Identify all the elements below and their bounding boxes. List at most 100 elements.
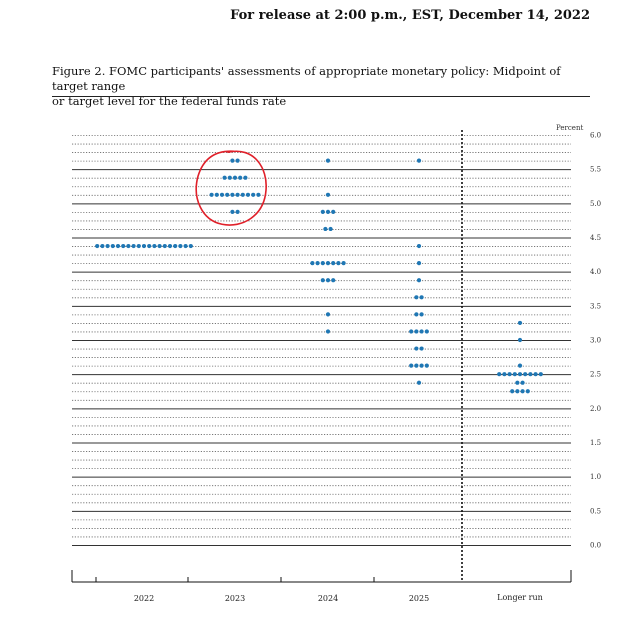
data-point	[520, 389, 525, 394]
data-point	[515, 389, 520, 394]
data-point	[95, 243, 100, 249]
data-point	[162, 243, 167, 249]
data-point	[325, 209, 331, 214]
data-point	[414, 295, 419, 300]
y-tick-label: 3.0	[590, 337, 601, 345]
data-point	[100, 243, 105, 249]
data-point	[325, 261, 331, 266]
data-point	[243, 175, 248, 180]
data-point	[141, 243, 147, 249]
y-tick-label: 2.0	[590, 405, 601, 413]
data-point	[419, 363, 424, 368]
y-tick-label: 5.0	[590, 200, 601, 208]
data-point	[409, 363, 414, 368]
caption-rule	[52, 96, 590, 97]
data-point	[512, 372, 517, 377]
data-point	[178, 243, 183, 249]
data-point	[320, 261, 325, 266]
y-tick-label: 0.0	[590, 542, 601, 550]
data-point	[517, 337, 523, 343]
data-point	[230, 209, 235, 214]
data-point	[414, 312, 419, 317]
data-point	[115, 243, 121, 249]
highlight-circle	[195, 150, 267, 226]
data-point	[409, 329, 414, 334]
data-point	[110, 243, 115, 249]
data-point	[222, 175, 227, 180]
data-point	[419, 329, 424, 334]
x-category-label: 2023	[225, 594, 245, 603]
figure-title-line-1: Figure 2. FOMC participants' assessments…	[52, 64, 561, 93]
y-tick-label: 3.5	[590, 302, 601, 310]
data-point	[325, 329, 331, 334]
data-point	[416, 158, 422, 163]
data-point	[520, 380, 525, 385]
data-point	[219, 192, 225, 197]
data-point	[336, 261, 341, 266]
data-point	[157, 243, 162, 249]
data-point	[416, 261, 422, 266]
data-point	[328, 226, 333, 232]
data-point	[414, 363, 419, 368]
data-point	[331, 261, 336, 266]
y-tick-label: 4.5	[590, 234, 601, 242]
y-tick-label: 0.5	[590, 507, 601, 515]
data-point	[525, 389, 530, 394]
y-tick-label: 1.5	[590, 439, 601, 447]
data-point	[414, 346, 419, 351]
data-point	[538, 372, 543, 377]
figure-title-line-2: or target level for the federal funds ra…	[52, 94, 287, 108]
data-point	[315, 261, 320, 266]
x-category-label: 2024	[318, 594, 338, 603]
y-tick-label: 1.0	[590, 473, 601, 481]
data-point	[515, 380, 520, 385]
data-point	[235, 158, 240, 163]
data-point	[517, 372, 523, 377]
data-point	[251, 192, 256, 197]
data-point	[230, 192, 235, 197]
data-point	[131, 243, 136, 249]
figure-caption: Figure 2. FOMC participants' assessments…	[52, 64, 592, 109]
data-point	[325, 158, 331, 163]
data-point	[414, 329, 419, 334]
data-point	[238, 175, 243, 180]
data-point	[209, 192, 214, 197]
data-point	[341, 261, 346, 266]
data-point	[419, 295, 424, 300]
x-category-label: 2025	[409, 594, 429, 603]
data-point	[105, 243, 110, 249]
data-point	[523, 372, 528, 377]
data-point	[323, 226, 328, 232]
y-tick-label: 2.5	[590, 371, 601, 379]
data-point	[240, 192, 245, 197]
data-point	[320, 278, 325, 283]
data-point	[126, 243, 131, 249]
data-point	[517, 363, 523, 368]
data-point	[230, 158, 235, 163]
data-point	[256, 192, 261, 197]
data-point	[167, 243, 173, 249]
data-point	[424, 329, 429, 334]
y-tick-label: 4.0	[590, 268, 601, 276]
data-point	[235, 192, 240, 197]
data-point	[147, 243, 152, 249]
data-point	[227, 175, 232, 180]
data-point	[235, 209, 240, 214]
data-point	[232, 175, 238, 180]
data-point	[225, 192, 230, 197]
release-notice: For release at 2:00 p.m., EST, December …	[230, 8, 590, 23]
data-point	[331, 209, 336, 214]
data-point	[510, 389, 515, 394]
data-point	[214, 192, 219, 197]
y-axis-label: Percent	[556, 124, 583, 132]
data-point	[183, 243, 188, 249]
data-point	[152, 243, 157, 249]
data-point	[416, 243, 422, 249]
data-point	[245, 192, 251, 197]
data-point	[533, 372, 538, 377]
annotations	[195, 150, 267, 226]
axes: Percent 0.0 0.5 1.0 1.5 2.0 2.5 3.0 3.5 4.0 4.5 5.…	[71, 124, 601, 603]
data-point	[310, 261, 315, 266]
x-category-label: Longer run	[497, 593, 543, 602]
data-point	[121, 243, 126, 249]
